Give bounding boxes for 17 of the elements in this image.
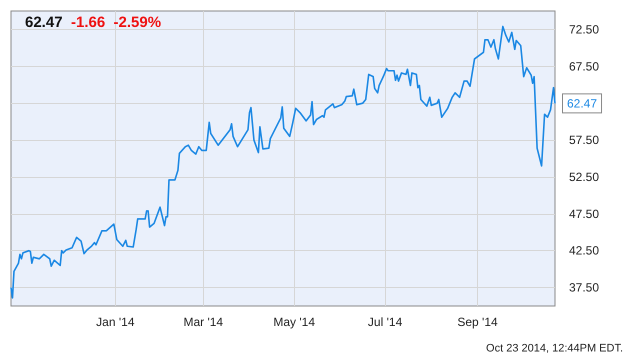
chart-title: 62.47 bbox=[25, 14, 63, 31]
x-tick-label: May '14 bbox=[273, 315, 316, 329]
x-tick-label: Sep '14 bbox=[457, 315, 498, 329]
y-tick-label: 47.50 bbox=[569, 206, 600, 221]
y-tick-label: 72.50 bbox=[569, 22, 600, 36]
y-tick-label: 37.50 bbox=[569, 280, 600, 295]
chart-subtitle: -1.66 -2.59% bbox=[71, 14, 162, 31]
annotation: 62.47 bbox=[567, 96, 598, 110]
y-tick-label: 67.50 bbox=[569, 59, 600, 74]
y-tick-label: 57.50 bbox=[569, 133, 600, 148]
y-tick-label: 42.50 bbox=[569, 244, 600, 258]
x-tick-label: Mar '14 bbox=[183, 315, 224, 329]
x-tick-label: Jul '14 bbox=[368, 315, 403, 329]
x-tick-label: Jan '14 bbox=[96, 315, 135, 329]
y-tick-label: 52.50 bbox=[569, 170, 600, 184]
line-series bbox=[10, 26, 556, 299]
text: Oct 23 2014, 12:44PM EDT. bbox=[486, 342, 624, 354]
